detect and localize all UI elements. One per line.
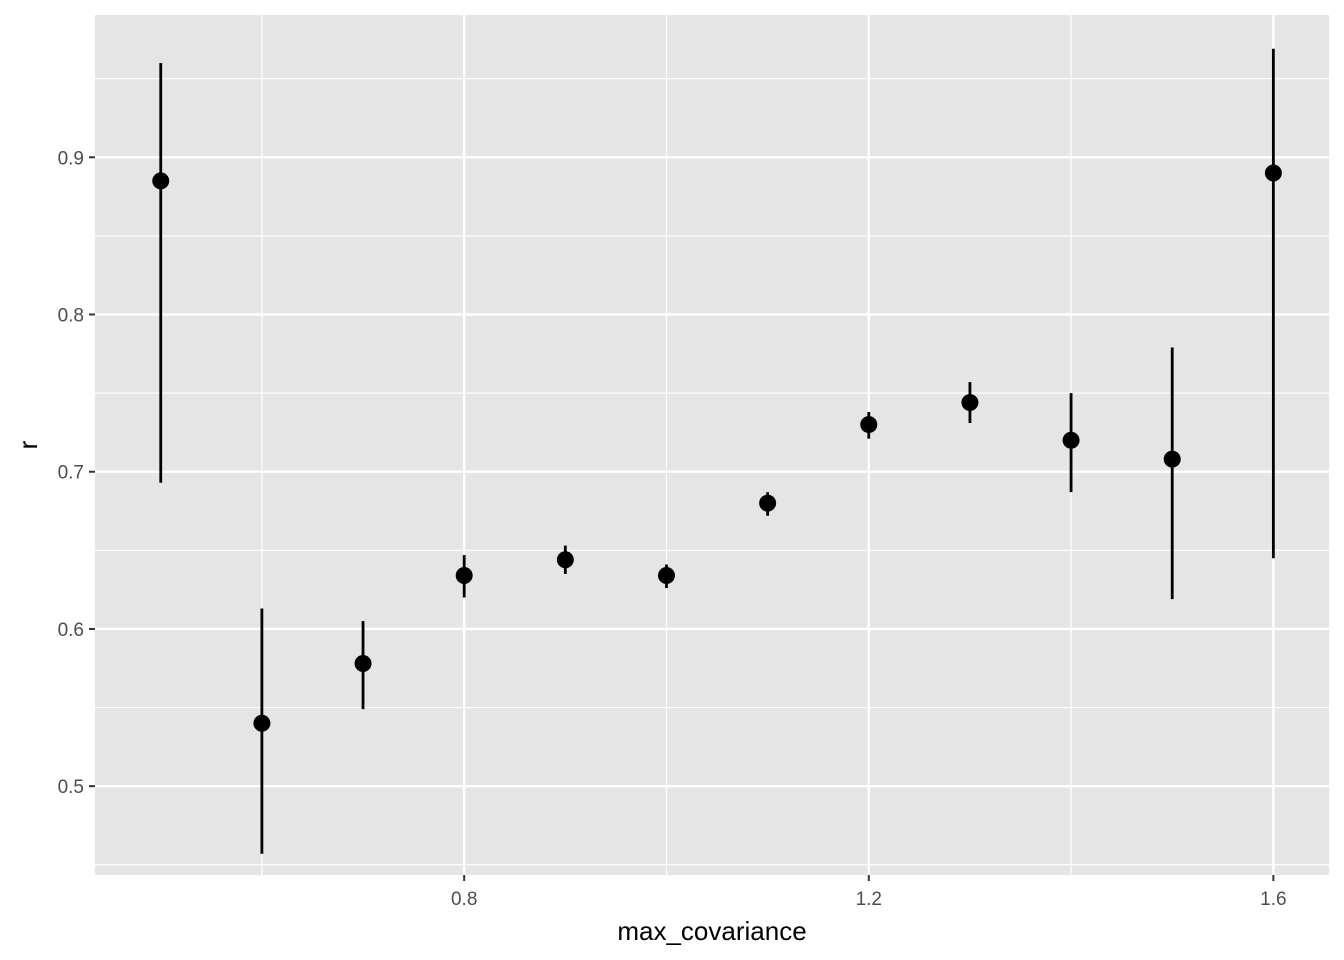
data-point bbox=[556, 551, 574, 569]
data-point bbox=[455, 566, 473, 584]
data-point bbox=[860, 416, 878, 434]
data-point bbox=[657, 566, 675, 584]
y-tick-label: 0.7 bbox=[58, 463, 84, 484]
axes: 0.8 1.2 1.6 0.5 0.6 0.7 0.8 0.9 bbox=[58, 148, 1287, 910]
y-tick-label: 0.6 bbox=[58, 620, 84, 641]
y-tick-label: 0.5 bbox=[58, 777, 84, 798]
data-point bbox=[354, 655, 372, 673]
data-point bbox=[1062, 431, 1080, 449]
data-point bbox=[759, 494, 777, 512]
data-point bbox=[1264, 164, 1282, 182]
x-axis-title: max_covariance bbox=[617, 916, 806, 946]
data-point bbox=[1163, 450, 1181, 468]
data-marks bbox=[152, 48, 1282, 854]
plot-panel bbox=[95, 15, 1329, 875]
y-tick-label: 0.9 bbox=[58, 148, 84, 169]
x-tick-label: 1.2 bbox=[856, 889, 882, 910]
y-tick-label: 0.8 bbox=[58, 306, 84, 327]
data-point bbox=[961, 394, 979, 412]
data-point bbox=[152, 172, 170, 190]
x-tick-label: 1.6 bbox=[1260, 889, 1286, 910]
x-tick-label: 0.8 bbox=[451, 889, 477, 910]
y-axis-title: r bbox=[13, 440, 43, 449]
data-point bbox=[253, 714, 271, 732]
